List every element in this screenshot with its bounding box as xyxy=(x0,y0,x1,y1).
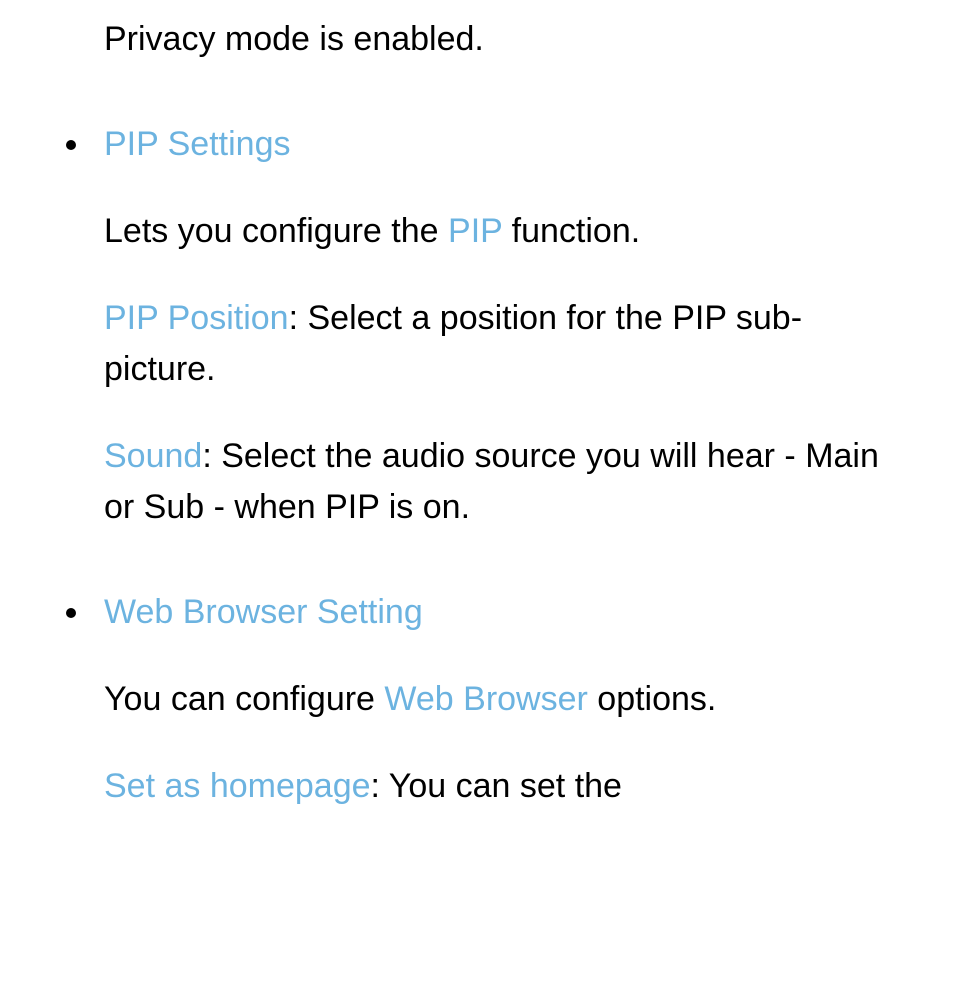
web-intro-text: You can configure Web Browser options. xyxy=(104,674,906,725)
web-homepage-desc: : You can set the xyxy=(371,767,622,805)
pip-intro-pre: Lets you configure the xyxy=(104,212,448,250)
web-intro-post: options. xyxy=(588,680,717,718)
privacy-mode-text: Privacy mode is enabled. xyxy=(104,14,906,65)
web-homepage-label: Set as homepage xyxy=(104,767,371,805)
pip-intro-text: Lets you configure the PIP function. xyxy=(104,206,906,257)
pip-intro-post: function. xyxy=(502,212,640,250)
pip-settings-title: PIP Settings xyxy=(104,125,291,163)
web-browser-term: Web Browser xyxy=(384,680,587,718)
pip-sound-paragraph: Sound: Select the audio source you will … xyxy=(104,431,906,533)
document-page: Privacy mode is enabled. PIP Settings Le… xyxy=(0,14,954,991)
bullet-icon xyxy=(66,140,76,150)
pip-position-label: PIP Position xyxy=(104,299,289,337)
web-intro-pre: You can configure xyxy=(104,680,384,718)
pip-position-paragraph: PIP Position: Select a position for the … xyxy=(104,293,906,395)
web-browser-title: Web Browser Setting xyxy=(104,593,423,631)
pip-sound-desc: : Select the audio source you will hear … xyxy=(104,437,879,526)
bullet-icon xyxy=(66,608,76,618)
web-homepage-paragraph: Set as homepage: You can set the xyxy=(104,761,906,812)
pip-sound-label: Sound xyxy=(104,437,202,475)
pip-term: PIP xyxy=(448,212,502,250)
pip-settings-section: PIP Settings xyxy=(48,119,906,170)
web-browser-section: Web Browser Setting xyxy=(48,587,906,638)
